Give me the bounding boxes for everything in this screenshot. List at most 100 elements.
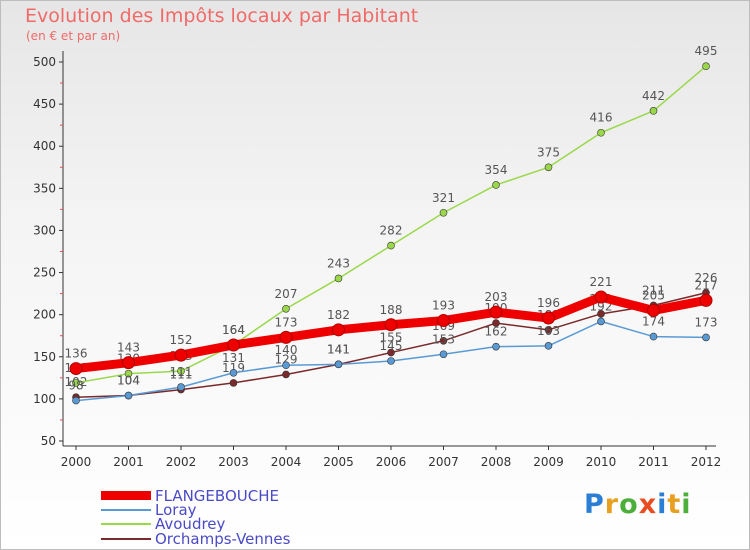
y-tick-label: 300 <box>33 223 56 237</box>
logo-letter: P <box>584 489 605 520</box>
data-label-orchamps-vennes: 141 <box>327 342 350 356</box>
legend-label: Orchamps-Vennes <box>155 529 291 548</box>
data-point-avoudrey <box>387 241 395 250</box>
data-point-orchamps-vennes <box>229 379 238 387</box>
x-tick-label: 2000 <box>61 455 92 469</box>
legend-item-avoudrey: Avoudrey <box>101 514 226 533</box>
x-tick-label: 2006 <box>376 455 407 469</box>
y-tick-label: 100 <box>33 392 56 406</box>
data-label-avoudrey: 375 <box>537 145 560 159</box>
legend-label: Avoudrey <box>155 514 226 533</box>
data-label-flangebouche: 196 <box>537 296 560 310</box>
x-tick-label: 2003 <box>218 455 249 469</box>
x-tick-label: 2011 <box>638 455 669 469</box>
data-label-flangebouche: 164 <box>222 323 245 337</box>
data-point-avoudrey <box>124 369 133 378</box>
data-point-flangebouche <box>542 311 555 325</box>
data-point-loray <box>282 361 290 370</box>
y-tick-label: 450 <box>33 97 56 111</box>
y-tick-label: 500 <box>33 55 56 69</box>
data-label-loray: 111 <box>170 365 193 379</box>
data-label-orchamps-vennes: 155 <box>380 331 403 345</box>
data-label-loray: 104 <box>117 374 140 388</box>
data-point-orchamps-vennes <box>439 336 448 345</box>
data-label-avoudrey: 164 <box>222 323 245 337</box>
data-point-avoudrey <box>544 163 553 172</box>
x-tick-label: 2005 <box>323 455 354 469</box>
legend-item-orchamps-vennes: Orchamps-Vennes <box>101 529 291 548</box>
legend-swatch-loray <box>101 508 151 511</box>
data-point-loray <box>229 368 238 377</box>
proxiti-logo: Proxiti <box>584 489 692 520</box>
data-label-flangebouche: 152 <box>170 333 193 347</box>
data-point-orchamps-vennes <box>544 326 553 334</box>
data-label-loray: 153 <box>432 332 455 346</box>
x-tick-label: 2002 <box>166 455 197 469</box>
legend-label: FLANGEBOUCHE <box>155 486 279 505</box>
data-label-flangebouche: 217 <box>695 278 718 292</box>
data-point-orchamps-vennes <box>492 319 500 327</box>
data-label-orchamps-vennes: 129 <box>275 352 298 366</box>
data-label-loray: 131 <box>222 351 245 365</box>
logo-letter: o <box>619 489 639 520</box>
data-label-loray: 145 <box>380 339 403 353</box>
data-point-loray <box>544 342 553 350</box>
data-label-avoudrey: 442 <box>642 89 665 103</box>
data-point-flangebouche <box>437 314 450 328</box>
y-tick-label: 200 <box>33 308 56 322</box>
y-tick-label: 350 <box>33 181 56 195</box>
data-point-loray <box>597 317 605 326</box>
data-label-avoudrey: 321 <box>432 191 455 205</box>
data-point-orchamps-vennes <box>282 370 290 379</box>
data-label-loray: 162 <box>485 325 508 339</box>
data-point-avoudrey <box>334 274 343 283</box>
logo-letter: x <box>638 489 658 520</box>
legend-swatch-flangebouche <box>101 491 151 500</box>
data-point-flangebouche <box>489 305 503 319</box>
data-point-orchamps-vennes <box>387 348 395 357</box>
x-tick-label: 2012 <box>691 455 722 469</box>
data-point-loray <box>72 396 80 405</box>
data-label-flangebouche: 188 <box>380 303 403 317</box>
data-label-flangebouche: 173 <box>275 315 298 329</box>
data-point-flangebouche <box>227 338 240 352</box>
legend-label: Loray <box>155 500 197 519</box>
data-point-avoudrey <box>177 367 185 375</box>
data-label-flangebouche: 136 <box>65 347 88 361</box>
data-point-loray <box>492 342 500 351</box>
x-tick-label: 2009 <box>533 455 564 469</box>
x-tick-label: 2001 <box>113 455 144 469</box>
data-label-flangebouche: 182 <box>327 308 350 322</box>
data-point-loray <box>387 357 395 365</box>
data-label-flangebouche: 221 <box>590 275 613 289</box>
data-point-loray <box>702 333 710 342</box>
data-point-loray <box>124 391 133 400</box>
data-point-flangebouche <box>384 318 398 332</box>
data-point-avoudrey <box>282 304 290 313</box>
chart-subtitle: (en € et par an) <box>26 29 121 43</box>
data-point-loray <box>177 383 185 391</box>
data-point-avoudrey <box>439 208 448 217</box>
data-point-flangebouche <box>594 290 608 304</box>
data-point-flangebouche <box>647 303 660 317</box>
data-point-avoudrey <box>597 128 605 137</box>
data-point-loray <box>439 350 448 359</box>
data-label-flangebouche: 193 <box>432 299 455 313</box>
x-tick-label: 2007 <box>428 455 459 469</box>
logo-letter: t <box>667 489 682 520</box>
legend-swatch-orchamps-vennes <box>101 537 151 540</box>
data-label-orchamps-vennes: 226 <box>695 271 718 285</box>
data-label-loray: 98 <box>68 379 83 393</box>
y-tick-label: 250 <box>33 266 56 280</box>
data-label-avoudrey: 282 <box>380 224 403 238</box>
data-label-loray: 174 <box>642 315 665 329</box>
data-point-loray <box>649 332 658 341</box>
legend-item-flangebouche: FLANGEBOUCHE <box>101 486 279 505</box>
legend-item-loray: Loray <box>101 500 197 519</box>
data-label-loray: 140 <box>275 343 298 357</box>
data-point-flangebouche <box>332 323 345 337</box>
data-point-flangebouche <box>279 330 293 344</box>
x-tick-label: 2008 <box>481 455 512 469</box>
